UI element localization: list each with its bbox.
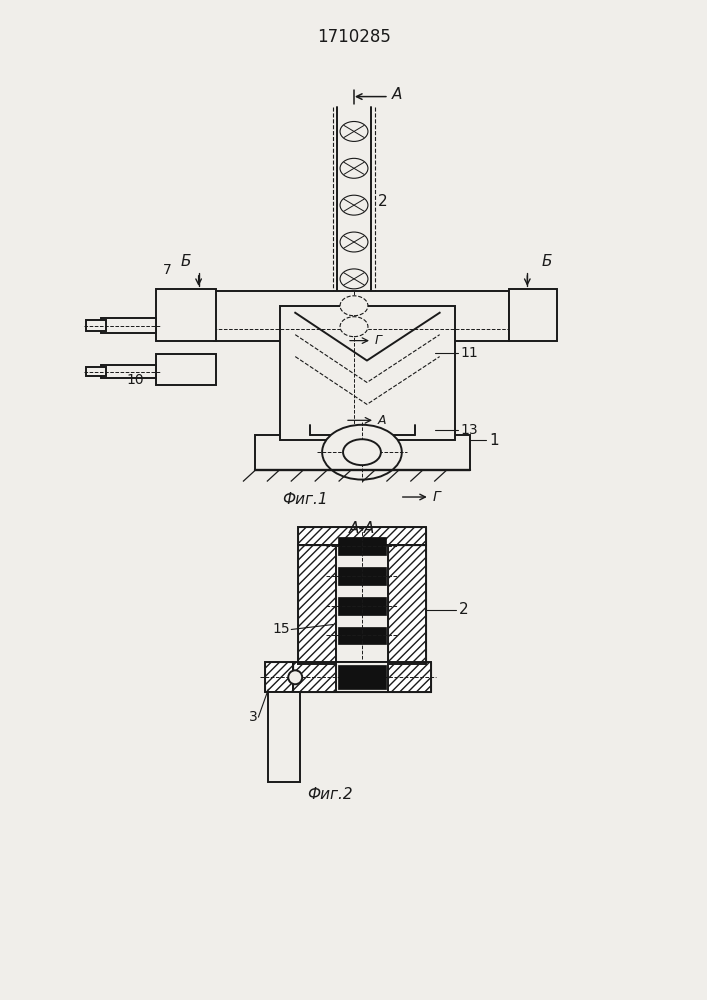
Bar	[338, 665, 386, 689]
Bar	[298, 545, 336, 664]
Ellipse shape	[340, 317, 368, 337]
Text: 3: 3	[249, 710, 257, 724]
Bar	[86, 320, 106, 331]
Bar	[338, 627, 386, 644]
Bar	[265, 662, 293, 692]
Text: Г: Г	[375, 334, 382, 347]
Text: 10: 10	[127, 373, 144, 387]
Text: Б: Б	[180, 254, 191, 269]
Bar	[293, 662, 431, 692]
Bar	[214, 291, 509, 341]
Bar	[338, 537, 386, 555]
Bar	[509, 289, 557, 341]
Text: 11: 11	[460, 346, 479, 360]
Bar	[156, 289, 216, 341]
Ellipse shape	[340, 158, 368, 178]
Bar	[338, 567, 386, 585]
Text: А: А	[378, 414, 387, 427]
Bar	[298, 527, 426, 545]
Bar	[338, 597, 386, 615]
Ellipse shape	[340, 296, 368, 316]
Ellipse shape	[340, 232, 368, 252]
Bar	[255, 435, 469, 470]
Text: 1710285: 1710285	[317, 28, 391, 46]
Bar	[298, 545, 336, 664]
Text: 2: 2	[459, 602, 468, 617]
Text: 1: 1	[489, 433, 499, 448]
Text: Г: Г	[433, 490, 440, 504]
Ellipse shape	[340, 121, 368, 141]
Bar	[298, 527, 426, 545]
Bar	[101, 318, 156, 333]
Bar	[280, 306, 455, 440]
Bar	[265, 662, 293, 692]
Text: A: A	[392, 87, 402, 102]
Bar	[293, 662, 431, 692]
Bar	[388, 545, 426, 664]
Text: 13: 13	[460, 423, 478, 437]
Ellipse shape	[340, 269, 368, 289]
Text: 15: 15	[273, 622, 291, 636]
Text: Б: Б	[542, 254, 551, 269]
Text: А-А: А-А	[349, 521, 375, 536]
Text: Фиг.2: Фиг.2	[308, 787, 353, 802]
Ellipse shape	[340, 195, 368, 215]
Bar	[101, 365, 156, 378]
Bar	[336, 545, 388, 664]
Ellipse shape	[343, 439, 381, 465]
Bar	[336, 662, 388, 692]
Text: Фиг.1: Фиг.1	[282, 492, 328, 507]
Bar	[388, 545, 426, 664]
Text: 2: 2	[378, 194, 387, 209]
Ellipse shape	[322, 425, 402, 480]
Bar	[269, 692, 300, 782]
Text: 7: 7	[163, 263, 172, 277]
Circle shape	[288, 670, 302, 684]
Bar	[156, 354, 216, 385]
Bar	[86, 367, 106, 376]
